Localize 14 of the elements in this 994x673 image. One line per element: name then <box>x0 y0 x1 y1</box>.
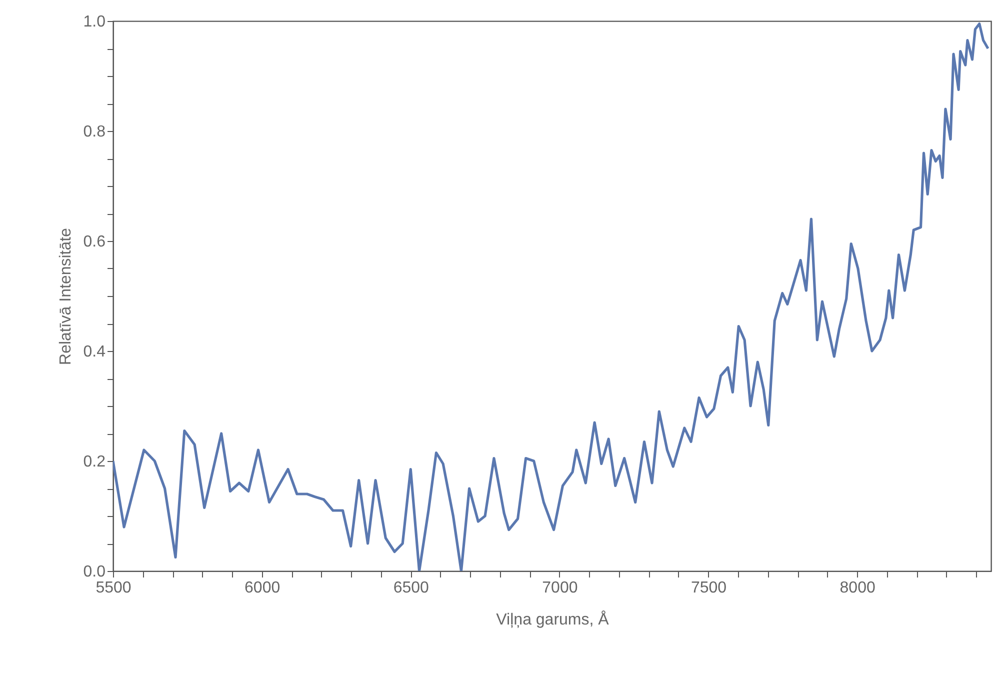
y-tick-label: 1.0 <box>83 14 106 30</box>
y-tick-label: 0.0 <box>83 564 106 580</box>
x-tick-label: 8000 <box>840 580 876 596</box>
x-tick-label: 6500 <box>393 580 430 596</box>
x-tick-label: 7000 <box>542 580 578 596</box>
x-axis-title: Viļņa garums, Å <box>496 610 610 628</box>
y-tick-label: 0.2 <box>83 454 106 470</box>
x-tick-label: 5500 <box>96 580 132 596</box>
x-tick-label: 6000 <box>244 580 280 596</box>
x-tick-label: 7500 <box>690 580 727 596</box>
y-tick-label: 0.4 <box>83 344 106 360</box>
y-tick-label: 0.6 <box>83 234 106 250</box>
y-tick-label: 0.8 <box>83 124 106 140</box>
y-axis-title: Relatīvā Intensitāte <box>57 228 74 365</box>
